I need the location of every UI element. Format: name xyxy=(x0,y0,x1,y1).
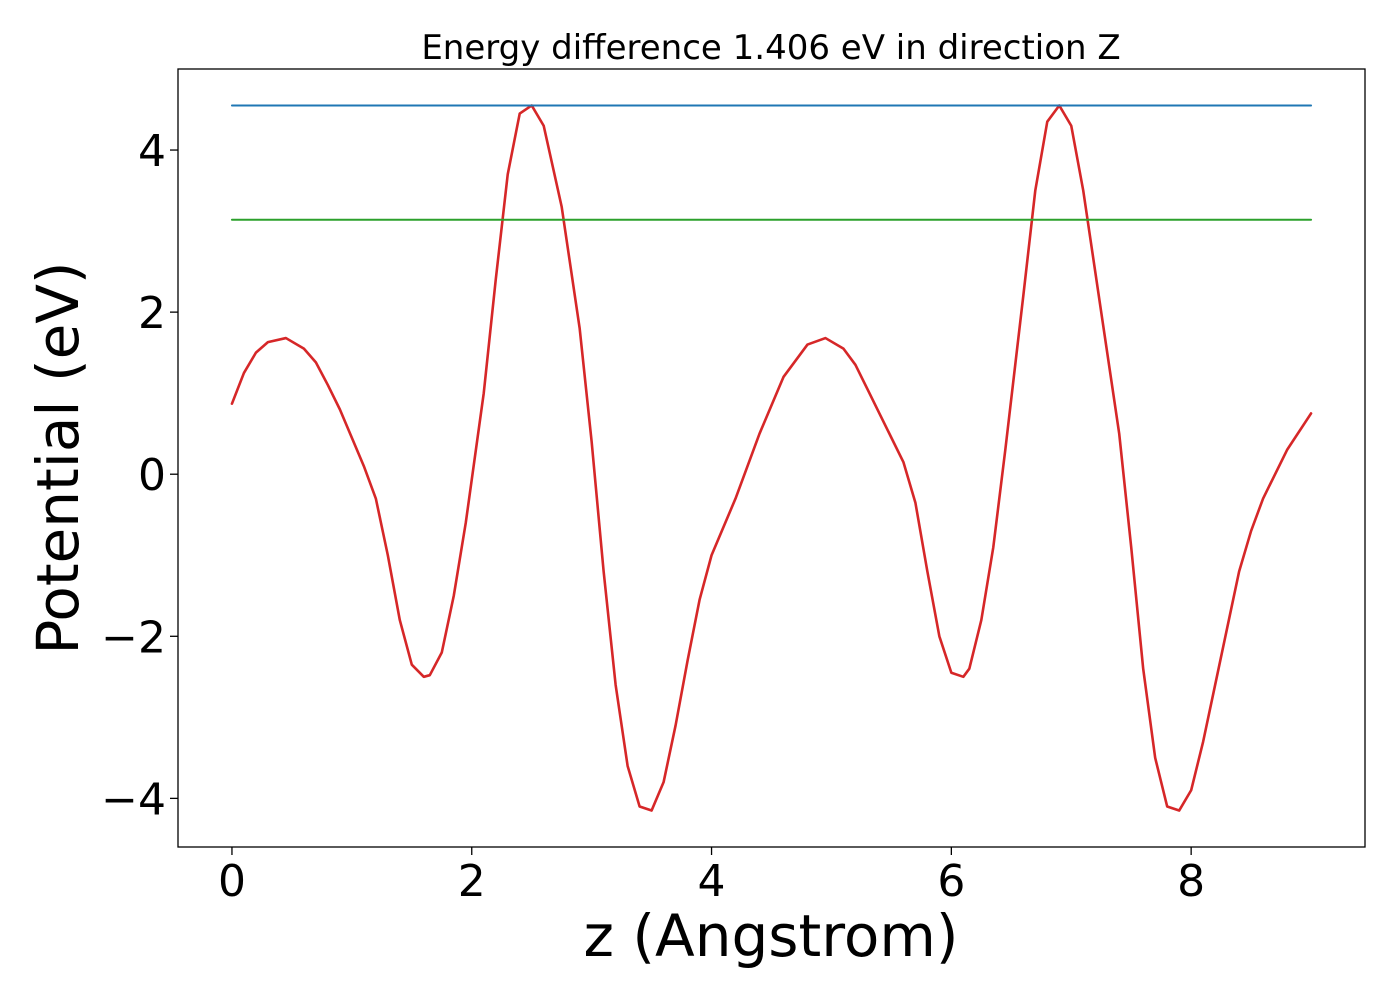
x-tick-label: 2 xyxy=(458,856,486,907)
x-tick-label: 6 xyxy=(937,856,965,907)
x-tick-label: 8 xyxy=(1177,856,1205,907)
x-tick-label: 0 xyxy=(218,856,246,907)
plot-frame xyxy=(177,68,1366,848)
y-tick-label: −4 xyxy=(101,774,166,825)
y-tick-label: 2 xyxy=(138,288,166,339)
y-axis-label: Potential (eV) xyxy=(24,261,92,654)
y-tick-label: 4 xyxy=(138,126,166,177)
series-potential-line xyxy=(230,104,1313,812)
x-tick-label: 4 xyxy=(698,856,726,907)
y-axis: −4 −2 0 2 4 xyxy=(101,126,178,825)
series-layer xyxy=(230,104,1313,812)
y-tick-label: −2 xyxy=(101,612,166,663)
x-axis: 0 2 4 6 8 xyxy=(218,847,1205,907)
x-axis-label: z (Angstrom) xyxy=(584,902,959,970)
plot-area xyxy=(177,68,1366,848)
y-tick-label: 0 xyxy=(138,450,166,501)
chart-title: Energy difference 1.406 eV in direction … xyxy=(421,28,1120,68)
